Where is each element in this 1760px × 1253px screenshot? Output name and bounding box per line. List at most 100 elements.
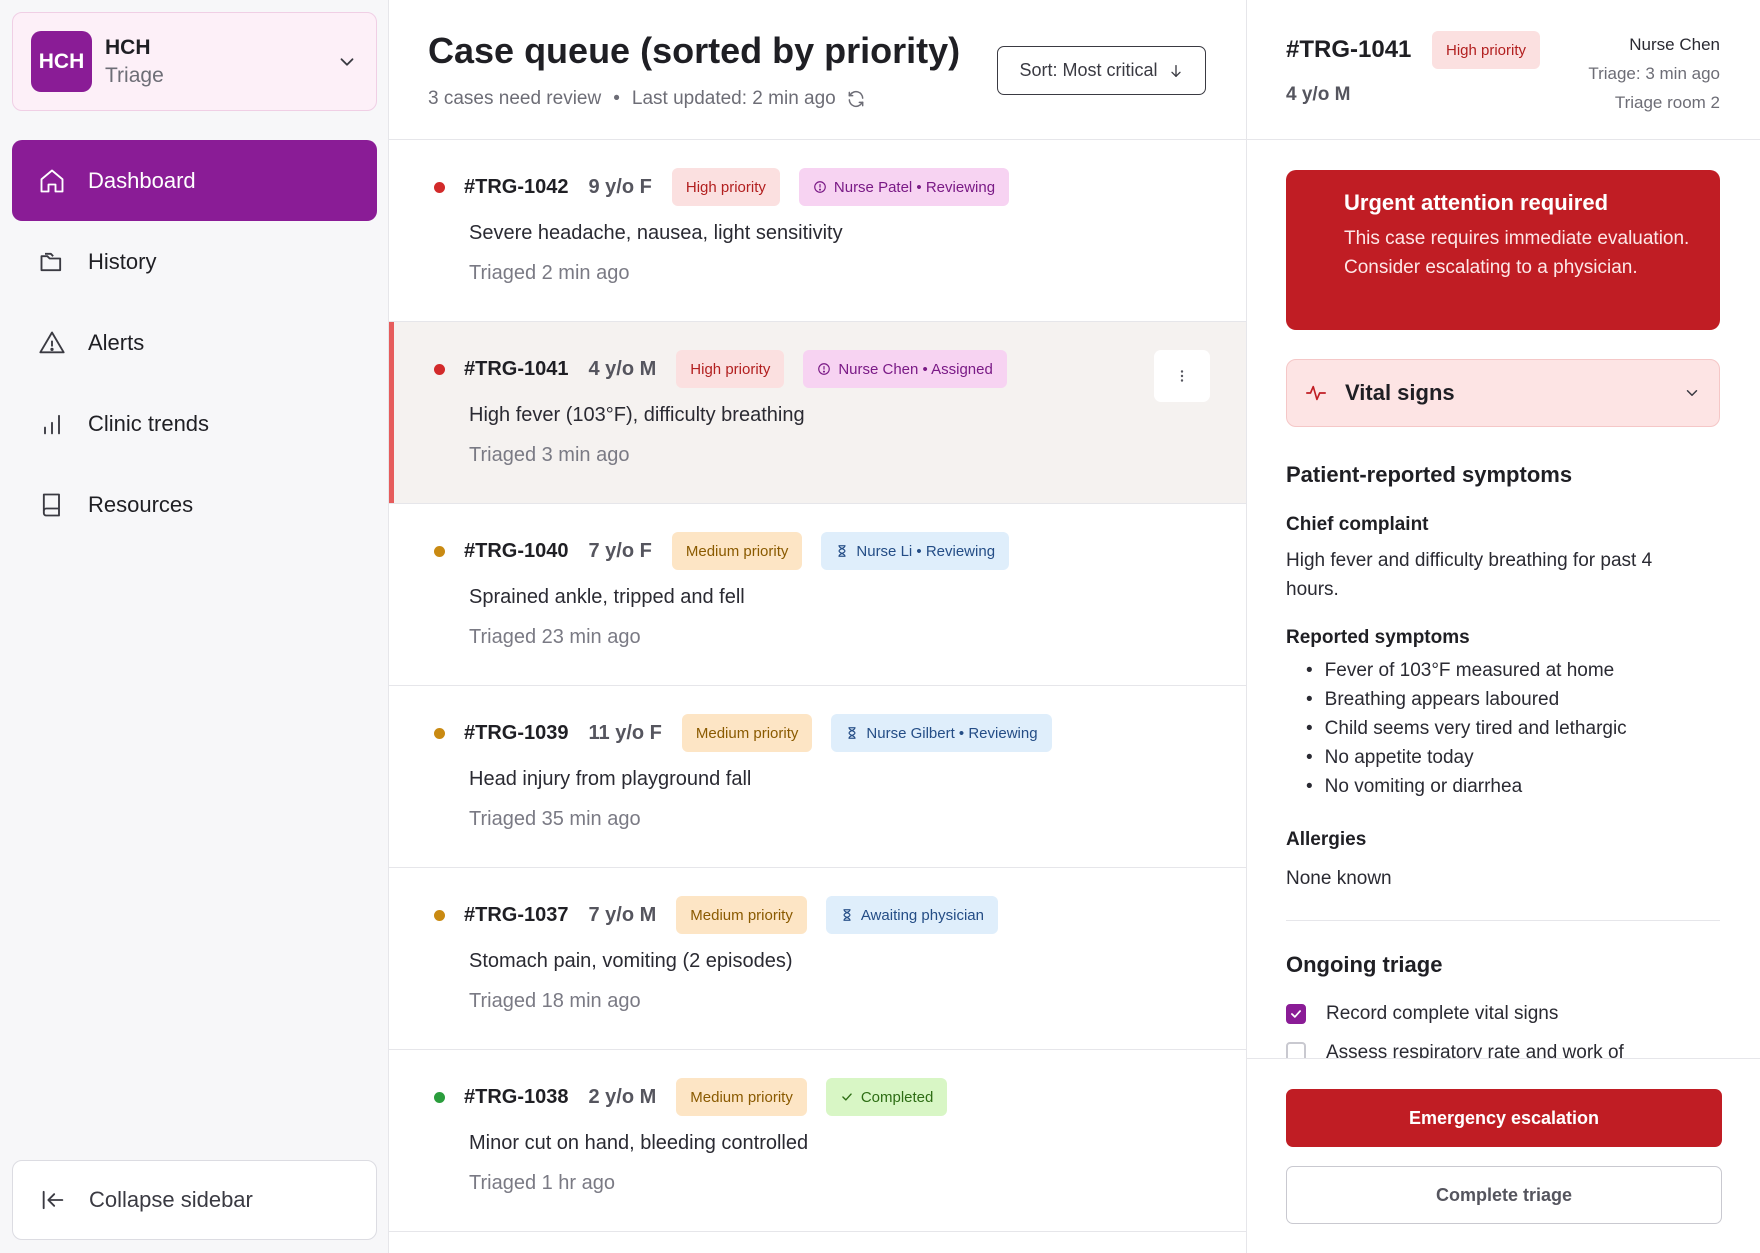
detail-meta: Nurse Chen Triage: 3 min ago Triage room…: [1588, 30, 1720, 117]
more-options-button[interactable]: [1154, 350, 1210, 402]
org-switcher[interactable]: HCH HCH Triage: [12, 12, 377, 111]
status-badge: Nurse Li • Reviewing: [821, 532, 1010, 570]
sidebar-item-label: Alerts: [88, 329, 145, 355]
case-count: 3 cases need review: [428, 88, 602, 109]
urgent-alert: Urgent attention required This case requ…: [1286, 170, 1720, 386]
case-id: #TRG-1041: [464, 357, 569, 380]
case-description: Severe headache, nausea, light sensitivi…: [469, 222, 843, 244]
case-age: 9 y/o F: [588, 175, 652, 198]
sidebar-item-dashboard[interactable]: Dashboard: [12, 140, 377, 221]
case-id: #TRG-1042: [464, 175, 569, 198]
folders-icon: [40, 252, 62, 271]
status-badge: Awaiting physician: [825, 896, 998, 934]
org-name: HCH: [105, 35, 151, 59]
case-age: 11 y/o F: [588, 721, 662, 744]
task-checkbox[interactable]: [1286, 1042, 1306, 1058]
case-description: Sprained ankle, tripped and fell: [469, 586, 745, 608]
task-checkbox-row[interactable]: Assess respiratory rate and work of: [1286, 1042, 1624, 1058]
vital-signs-label: Vital signs: [1345, 380, 1455, 405]
allergies-label: Allergies: [1286, 829, 1367, 850]
sidebar-nav: Dashboard History Alerts Clinic trends R…: [12, 140, 377, 545]
severity-dot: [434, 363, 445, 375]
case-id: #TRG-1038: [464, 1085, 569, 1108]
kebab-menu-icon: [1180, 370, 1184, 382]
sidebar: HCH HCH Triage Dashboard History Alerts …: [0, 0, 389, 1253]
warning-icon: [39, 331, 65, 353]
case-time: Triaged 35 min ago: [469, 808, 641, 830]
task-checkbox[interactable]: [1286, 1004, 1306, 1024]
ongoing-triage-title: Ongoing triage: [1286, 952, 1443, 977]
task-label: Assess respiratory rate and work of: [1326, 1042, 1624, 1058]
priority-badge: Medium priority: [671, 532, 803, 570]
case-row[interactable]: #TRG-1037 7 y/o M Medium priority Awaiti…: [389, 868, 1246, 1050]
complete-triage-button[interactable]: Complete triage: [1286, 1166, 1722, 1224]
page-title: Case queue (sorted by priority): [428, 30, 961, 71]
org-subtitle: Triage: [105, 63, 164, 87]
hourglass-icon: [843, 909, 851, 921]
pulse-icon: [1306, 385, 1326, 401]
list-item: Fever of 103°F measured at home: [1306, 656, 1627, 685]
case-row[interactable]: #TRG-1039 11 y/o F Medium priority Nurse…: [389, 686, 1246, 868]
collapse-left-icon: [42, 1190, 64, 1210]
case-row[interactable]: #TRG-1040 7 y/o F Medium priority Nurse …: [389, 504, 1246, 686]
org-logo: HCH: [31, 31, 92, 92]
sidebar-item-resources[interactable]: Resources: [12, 464, 377, 545]
meta-separator: •: [613, 88, 620, 109]
sidebar-item-label: History: [88, 248, 157, 274]
sidebar-item-clinic-trends[interactable]: Clinic trends: [12, 383, 377, 464]
case-description: Minor cut on hand, bleeding controlled: [469, 1132, 809, 1154]
case-row[interactable]: #TRG-1038 2 y/o M Medium priority Comple…: [389, 1050, 1246, 1232]
collapse-sidebar-label: Collapse sidebar: [89, 1187, 253, 1212]
priority-badge: Medium priority: [676, 896, 807, 934]
case-time: Triaged 1 hr ago: [469, 1172, 616, 1194]
chevron-down-icon: [1686, 390, 1698, 396]
hourglass-icon: [838, 545, 846, 557]
alert-body: This case requires immediate evaluation.…: [1344, 228, 1690, 278]
reported-symptoms-label: Reported symptoms: [1286, 627, 1470, 648]
status-badge: Nurse Chen • Assigned: [803, 350, 1007, 388]
triage-time: Triage: 3 min ago: [1588, 64, 1720, 83]
case-detail-panel: #TRG-1041 High priority 4 y/o M Nurse Ch…: [1247, 0, 1760, 1253]
last-updated: Last updated: 2 min ago: [631, 88, 836, 109]
vital-signs-accordion[interactable]: Vital signs: [1286, 359, 1720, 427]
queue-meta: 3 cases need review • Last updated: 2 mi…: [428, 88, 866, 110]
emergency-escalation-button[interactable]: Emergency escalation: [1286, 1089, 1722, 1147]
case-age: 4 y/o M: [588, 357, 657, 380]
case-id: #TRG-1039: [464, 721, 569, 744]
case-age: 7 y/o M: [588, 903, 657, 926]
detail-case-id: #TRG-1041: [1286, 36, 1412, 63]
info-circle-icon: [818, 363, 831, 375]
case-time: Triaged 2 min ago: [469, 262, 630, 284]
case-id: #TRG-1037: [464, 903, 569, 926]
triage-room: Triage room 2: [1614, 93, 1720, 112]
collapse-sidebar-button[interactable]: Collapse sidebar: [12, 1160, 377, 1240]
task-checkbox-row[interactable]: Record complete vital signs: [1286, 1003, 1558, 1025]
status-badge: Nurse Gilbert • Reviewing: [831, 714, 1052, 752]
arrow-down-icon: [1170, 64, 1181, 77]
symptoms-section-title: Patient-reported symptoms: [1286, 462, 1573, 487]
case-row[interactable]: #TRG-1042 9 y/o F High priority Nurse Pa…: [389, 140, 1246, 322]
divider: [1286, 920, 1720, 921]
info-circle-icon: [814, 181, 826, 193]
case-time: Triaged 18 min ago: [469, 990, 641, 1012]
severity-dot: [434, 727, 445, 739]
detail-patient-age: 4 y/o M: [1286, 84, 1351, 105]
refresh-icon[interactable]: [846, 89, 866, 109]
severity-dot: [434, 545, 445, 557]
priority-badge: Medium priority: [676, 1078, 807, 1116]
sidebar-item-alerts[interactable]: Alerts: [12, 302, 377, 383]
severity-dot: [434, 181, 445, 193]
sidebar-item-history[interactable]: History: [12, 221, 377, 302]
sort-button[interactable]: Sort: Most critical: [997, 46, 1206, 95]
detail-header: #TRG-1041 High priority 4 y/o M Nurse Ch…: [1247, 0, 1760, 140]
case-description: Stomach pain, vomiting (2 episodes): [469, 950, 793, 972]
alert-title: Urgent attention required: [1344, 190, 1609, 215]
list-item: Child seems very tired and lethargic: [1306, 714, 1627, 743]
allergies-text: None known: [1286, 868, 1392, 889]
case-description: High fever (103°F), difficulty breathing: [469, 404, 805, 426]
case-row-selected[interactable]: #TRG-1041 4 y/o M High priority Nurse Ch…: [389, 322, 1246, 504]
check-icon: [842, 1093, 852, 1101]
case-time: Triaged 23 min ago: [469, 626, 641, 648]
priority-badge: High priority: [671, 168, 780, 206]
case-age: 7 y/o F: [588, 539, 652, 562]
